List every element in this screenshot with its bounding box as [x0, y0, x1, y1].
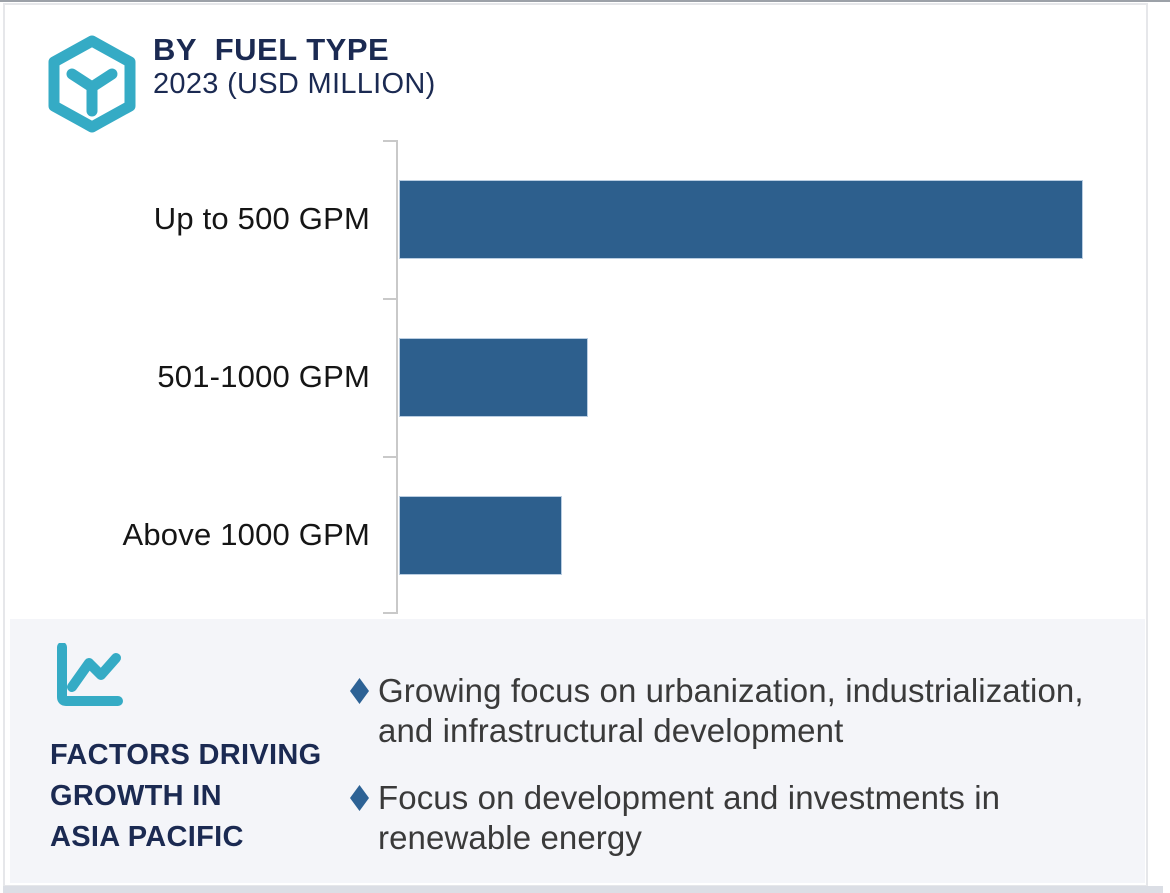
factors-title: FACTORS DRIVING GROWTH IN ASIA PACIFIC — [50, 735, 321, 858]
bullet-text-line: and infrastructural development — [378, 712, 844, 749]
bar — [399, 338, 588, 417]
factors-title-line: ASIA PACIFIC — [50, 821, 244, 853]
axis-tick — [383, 140, 396, 142]
line-chart-icon — [57, 643, 123, 706]
bar-chart: Up to 500 GPM 501-1000 GPM Above 1000 GPM — [5, 5, 1146, 617]
bullet-list: Growing focus on urbanization, industria… — [350, 671, 1140, 885]
chart-title: BY FUEL TYPE — [153, 32, 390, 67]
y-axis-line — [396, 140, 398, 614]
factors-panel: FACTORS DRIVING GROWTH IN ASIA PACIFIC G… — [10, 619, 1145, 883]
infographic-card: BY FUEL TYPE 2023 (USD MILLION) Up to 50… — [3, 3, 1148, 887]
category-label: Up to 500 GPM — [153, 201, 370, 236]
axis-tick — [383, 612, 396, 614]
axis-tick — [383, 298, 396, 300]
bullet-text: Growing focus on urbanization, industria… — [378, 671, 1084, 751]
bullet-item: Growing focus on urbanization, industria… — [350, 671, 1140, 751]
factors-title-line: GROWTH IN — [50, 780, 222, 812]
category-label: Above 1000 GPM — [122, 517, 370, 552]
bullet-text: Focus on development and investments in r… — [378, 778, 1000, 858]
chart-header: BY FUEL TYPE 2023 (USD MILLION) — [153, 32, 436, 101]
axis-tick — [383, 456, 396, 458]
bottom-shadow-strip — [3, 886, 1163, 893]
diamond-bullet-icon — [350, 678, 369, 704]
diamond-bullet-icon — [350, 785, 369, 811]
bullet-text-line: renewable energy — [378, 819, 642, 856]
factors-title-line: FACTORS DRIVING — [50, 739, 322, 771]
window-top-edge — [0, 0, 1170, 2]
bar — [399, 496, 562, 575]
hexagon-cube-logo-icon — [48, 35, 136, 133]
bullet-text-line: Focus on development and investments in — [378, 779, 1001, 816]
bar — [399, 180, 1083, 259]
chart-subtitle: 2023 (USD MILLION) — [153, 68, 436, 100]
bullet-item: Focus on development and investments in r… — [350, 778, 1140, 858]
bullet-text-line: Growing focus on urbanization, industria… — [378, 672, 1084, 709]
category-label: 501-1000 GPM — [157, 359, 370, 394]
